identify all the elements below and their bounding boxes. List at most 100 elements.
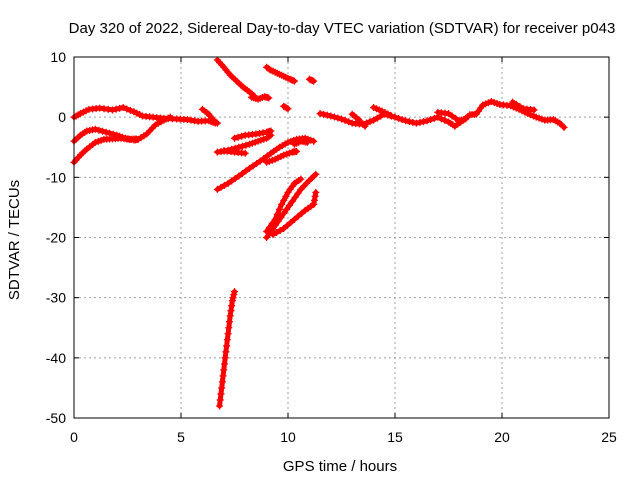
y-tick-label: -20 — [46, 230, 66, 246]
data-point-marker — [377, 112, 385, 120]
data-point-marker — [316, 110, 324, 118]
data-point-marker — [334, 114, 342, 122]
data-point-marker — [265, 223, 273, 231]
series-track-a — [70, 104, 219, 127]
data-point-marker — [126, 106, 134, 114]
series-track-x — [509, 98, 538, 114]
data-point-marker — [452, 114, 460, 122]
data-point-marker — [373, 114, 381, 122]
data-point-marker — [271, 215, 279, 223]
data-point-marker — [323, 111, 331, 119]
data-point-marker — [516, 103, 524, 111]
data-point-marker — [287, 218, 295, 226]
data-point-marker — [265, 94, 273, 102]
data-point-marker — [226, 312, 234, 320]
data-point-marker — [311, 192, 319, 200]
data-point-marker — [218, 384, 226, 392]
y-tick-label: -40 — [46, 350, 66, 366]
data-point-marker — [213, 119, 221, 127]
data-point-marker — [341, 116, 349, 124]
data-point-marker — [412, 119, 420, 127]
data-point-marker — [330, 113, 338, 121]
data-point-marker — [268, 219, 276, 227]
data-point-marker — [310, 200, 318, 208]
series-track-v — [370, 104, 395, 119]
data-point-marker — [560, 123, 568, 131]
data-point-marker — [285, 201, 293, 209]
data-point-marker — [226, 318, 234, 326]
data-point-marker — [283, 205, 291, 213]
data-point-marker — [420, 118, 428, 126]
data-point-marker — [256, 157, 264, 165]
y-tick-label: -10 — [46, 169, 66, 185]
data-point-marker — [223, 342, 231, 350]
data-point-marker — [441, 116, 449, 124]
data-point-marker — [297, 175, 305, 183]
data-point-marker — [361, 122, 369, 130]
data-point-marker — [327, 112, 335, 120]
series-track-c — [70, 134, 140, 166]
data-point-marker — [267, 127, 275, 135]
series-track-h — [248, 93, 273, 103]
data-point-marker — [283, 104, 291, 112]
data-point-marker — [212, 118, 220, 126]
data-point-marker — [219, 372, 227, 380]
data-point-marker — [288, 197, 296, 205]
data-point-marker — [298, 209, 306, 217]
data-point-marker — [229, 294, 237, 302]
data-point-marker — [280, 196, 288, 204]
data-point-marker — [102, 128, 110, 136]
data-point-marker — [284, 105, 292, 113]
y-tick-label: -30 — [46, 290, 66, 306]
data-point-marker — [230, 291, 238, 299]
data-point-marker — [275, 205, 283, 213]
series-track-k — [231, 127, 275, 142]
data-point-marker — [234, 133, 242, 141]
data-point-marker — [265, 65, 273, 73]
data-point-marker — [530, 106, 538, 114]
data-point-marker — [310, 77, 318, 85]
data-point-marker — [116, 104, 124, 112]
data-point-marker — [263, 234, 271, 241]
series-track-l — [213, 134, 318, 193]
data-point-marker — [95, 126, 103, 134]
series-track-s — [310, 188, 320, 208]
data-point-marker — [448, 112, 456, 120]
series-track-m — [220, 147, 249, 157]
series-track-n — [263, 147, 301, 166]
data-point-marker — [273, 228, 281, 236]
data-point-marker — [235, 143, 243, 151]
chart-title: Day 320 of 2022, Sidereal Day-to-day VTE… — [69, 20, 616, 37]
data-point-marker — [132, 135, 140, 143]
data-point-marker — [227, 307, 235, 315]
data-point-marker — [260, 154, 268, 162]
series-track-t — [216, 288, 238, 410]
data-point-marker — [312, 188, 320, 196]
series-track-e — [213, 56, 258, 100]
series-track-g — [305, 75, 318, 85]
series-track-q — [263, 175, 305, 235]
series-track-y — [348, 110, 369, 130]
data-point-marker — [291, 193, 299, 201]
series-track-d — [198, 105, 221, 127]
y-tick-label: 10 — [50, 49, 66, 65]
series-track-w — [434, 108, 470, 125]
data-point-marker — [213, 185, 221, 193]
data-point-marker — [228, 177, 236, 185]
data-point-marker — [123, 105, 131, 113]
x-tick-label: 25 — [601, 429, 617, 445]
data-point-marker — [320, 110, 328, 118]
data-point-marker — [430, 114, 438, 122]
data-point-marker — [395, 114, 403, 122]
data-point-marker — [216, 396, 224, 404]
x-axis-label: GPS time / hours — [283, 458, 397, 475]
data-point-marker — [216, 402, 224, 410]
y-axis-label: SDTVAR / TECUs — [6, 180, 23, 300]
y-tick-label: -50 — [46, 410, 66, 426]
data-point-marker — [512, 100, 520, 108]
data-point-marker — [290, 215, 298, 223]
data-point-marker — [263, 227, 271, 235]
data-point-marker — [405, 118, 413, 126]
data-point-marker — [387, 111, 395, 119]
